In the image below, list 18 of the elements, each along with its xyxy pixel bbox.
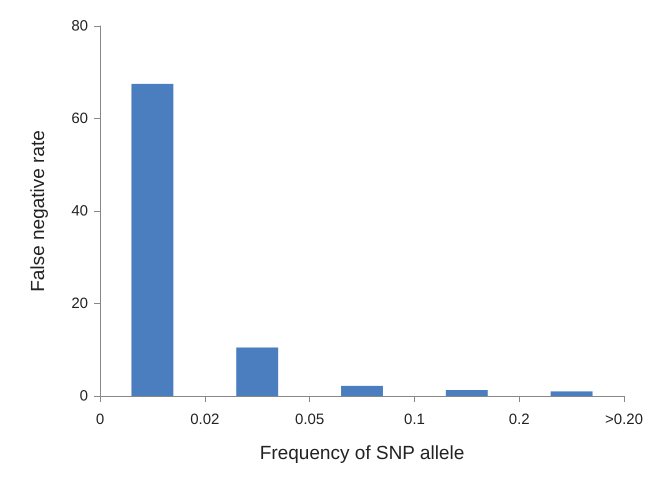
- y-axis-title: False negative rate: [28, 130, 49, 292]
- text: 0.2: [508, 411, 530, 428]
- text: >0.20: [605, 411, 643, 428]
- text: 0.05: [295, 411, 324, 428]
- x-axis-title: Frequency of SNP allele: [260, 443, 464, 464]
- bar: [341, 386, 383, 396]
- y-tick-label: 20: [71, 295, 88, 312]
- text: 0.1: [404, 411, 425, 428]
- bar: [446, 390, 488, 396]
- bar: [131, 84, 174, 396]
- bar: [236, 347, 278, 396]
- y-tick-label: 40: [71, 202, 88, 220]
- y-tick-label: 80: [71, 18, 88, 34]
- y-tick-label: 60: [71, 110, 88, 127]
- bar: [550, 391, 593, 396]
- text: 0.02: [190, 411, 220, 428]
- y-tick-label: 0: [80, 388, 88, 404]
- text: 0: [96, 411, 104, 428]
